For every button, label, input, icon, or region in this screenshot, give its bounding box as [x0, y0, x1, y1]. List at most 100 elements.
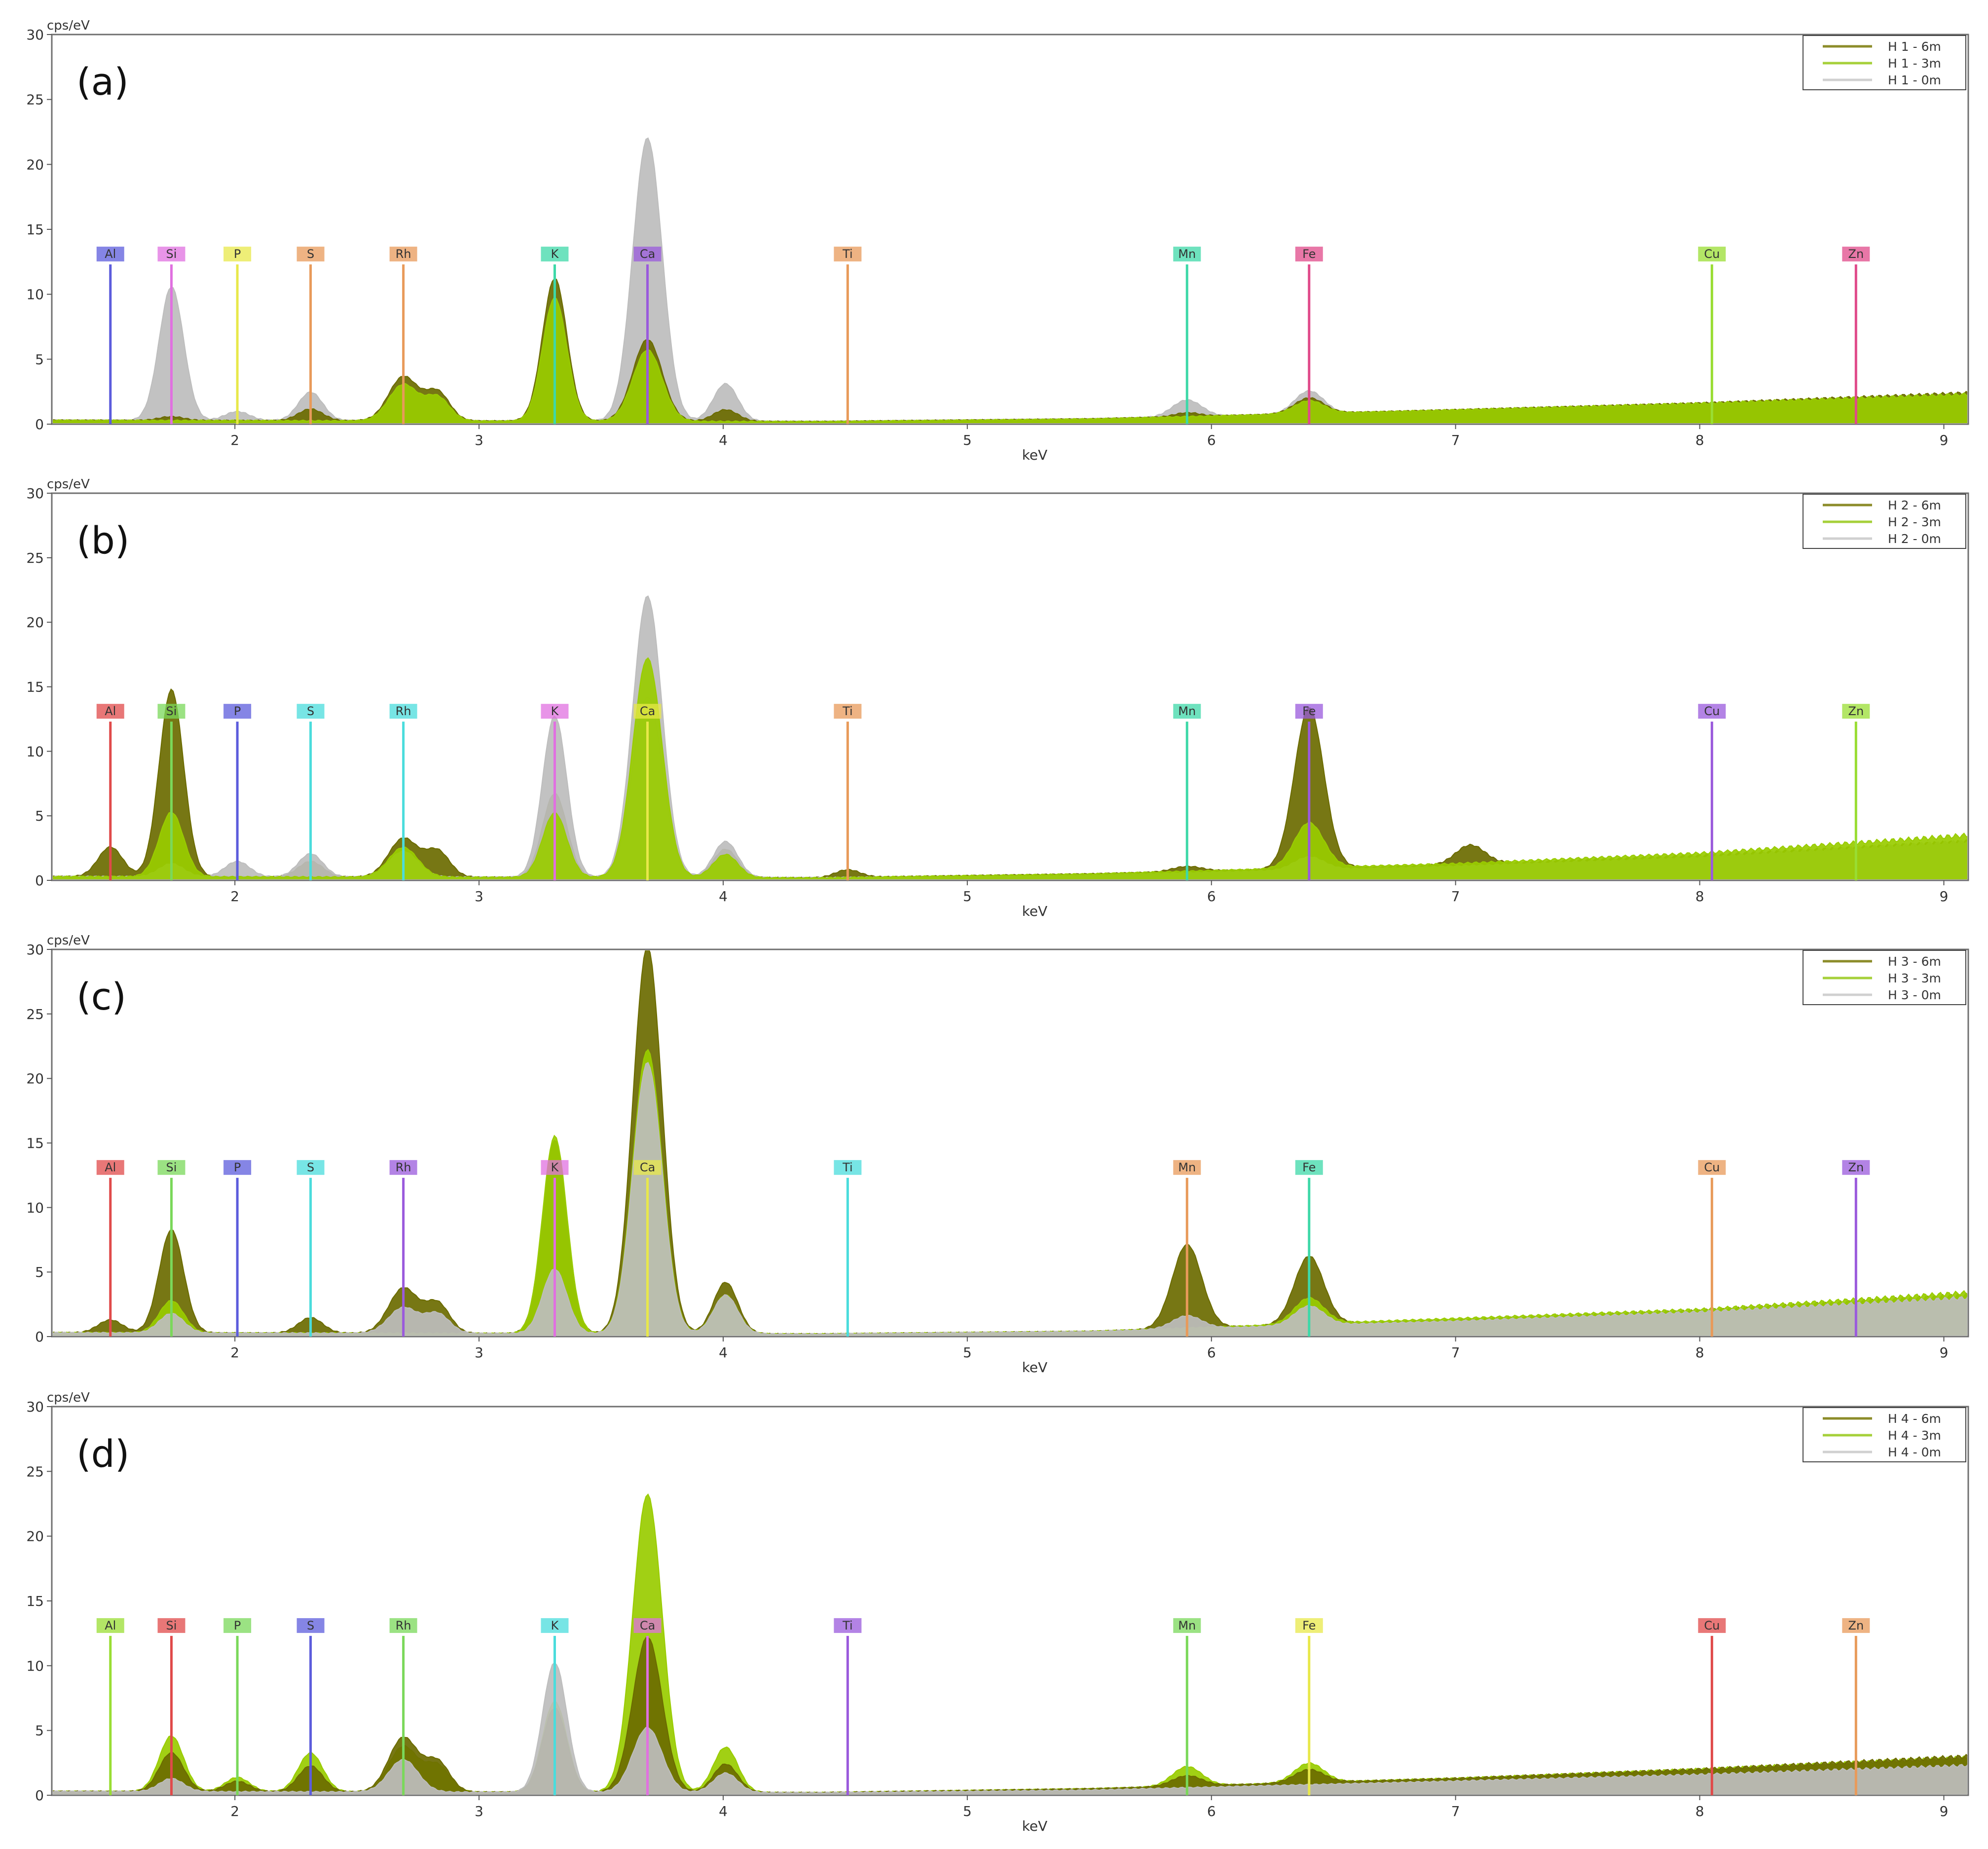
y-tick-label: 20 [26, 1528, 44, 1545]
element-marker-box-s [296, 1618, 325, 1633]
element-marker-label-ca: Ca [640, 704, 655, 718]
y-tick-label: 30 [26, 942, 44, 958]
y-tick-label: 30 [26, 27, 44, 43]
element-marker-label-ca: Ca [640, 1619, 655, 1632]
element-marker-label-si: Si [166, 1619, 177, 1632]
element-marker-box-zn [1842, 704, 1870, 719]
element-marker-label-p: P [234, 1619, 241, 1632]
element-marker-label-ca: Ca [640, 247, 655, 261]
element-marker-label-fe: Fe [1302, 1619, 1316, 1632]
x-tick-label: 7 [1451, 1344, 1460, 1361]
y-tick-label: 30 [26, 1399, 44, 1415]
element-marker-label-zn: Zn [1848, 247, 1864, 261]
legend-entry: H 4 - 0m [1888, 1445, 1941, 1459]
y-tick-label: 20 [26, 156, 44, 173]
element-marker-label-p: P [234, 1160, 241, 1174]
element-marker-box-zn [1842, 247, 1870, 262]
y-axis-label: cps/eV [47, 477, 90, 492]
element-marker-label-cu: Cu [1704, 704, 1720, 718]
legend-entry: H 1 - 0m [1888, 73, 1941, 87]
x-tick-label: 9 [1940, 432, 1949, 448]
legend-entry: H 4 - 6m [1888, 1412, 1941, 1426]
legend-entry: H 1 - 6m [1888, 39, 1941, 54]
series-line-h2-3m [53, 657, 1967, 879]
legend-entry: H 3 - 6m [1888, 954, 1941, 969]
element-marker-label-fe: Fe [1302, 247, 1316, 261]
element-marker-box-fe [1295, 704, 1323, 719]
x-tick-label: 6 [1207, 1344, 1216, 1361]
legend-entry: H 4 - 3m [1888, 1428, 1941, 1443]
element-marker-box-k [541, 704, 569, 719]
plot-area [53, 1493, 1967, 1794]
element-marker-label-rh: Rh [396, 1619, 411, 1632]
y-tick-label: 15 [26, 679, 44, 695]
element-marker-label-si: Si [166, 1160, 177, 1174]
y-tick-label: 20 [26, 1071, 44, 1087]
y-tick-label: 0 [35, 416, 44, 433]
element-marker-label-ti: Ti [842, 1160, 853, 1174]
element-marker-label-fe: Fe [1302, 704, 1316, 718]
element-marker-box-rh [389, 704, 417, 719]
legend: H 1 - 6m H 1 - 3m H 1 - 0m [1803, 35, 1966, 90]
x-tick-label: 7 [1451, 888, 1460, 905]
element-marker-box-k [541, 1160, 569, 1175]
plot-frame [51, 1406, 1969, 1796]
element-marker-label-s: S [307, 1160, 314, 1174]
element-marker-box-ca [633, 1618, 662, 1633]
element-marker-label-ca: Ca [640, 1160, 655, 1174]
element-marker-label-zn: Zn [1848, 704, 1864, 718]
element-marker-box-si [157, 247, 185, 262]
element-marker-label-al: Al [105, 704, 116, 718]
plot-frame [51, 492, 1969, 881]
legend-entry: H 3 - 0m [1888, 988, 1941, 1002]
element-marker-label-fe: Fe [1302, 1160, 1316, 1174]
element-marker-box-p [223, 247, 252, 262]
legend-entry: H 1 - 3m [1888, 56, 1941, 71]
series-area-h2-3m [53, 658, 1967, 879]
element-marker-box-s [296, 1160, 325, 1175]
element-marker-box-cu [1698, 704, 1726, 719]
element-marker-box-cu [1698, 247, 1726, 262]
panel-label: (b) [76, 518, 130, 562]
plot-frame [51, 34, 1969, 425]
element-marker-label-s: S [307, 1619, 314, 1632]
element-marker-label-mn: Mn [1178, 1619, 1196, 1632]
element-marker-box-fe [1295, 247, 1323, 262]
x-tick-label: 8 [1695, 432, 1704, 448]
element-marker-label-rh: Rh [396, 247, 411, 261]
y-tick-label: 0 [35, 872, 44, 889]
legend-entry: H 2 - 6m [1888, 498, 1941, 512]
y-tick-label: 0 [35, 1329, 44, 1345]
x-tick-label: 7 [1451, 432, 1460, 448]
y-axis-label: cps/eV [47, 18, 90, 33]
element-marker-label-k: K [551, 1160, 559, 1174]
x-tick-label: 7 [1451, 1803, 1460, 1819]
element-marker-label-ti: Ti [842, 704, 853, 718]
element-marker-box-cu [1698, 1618, 1726, 1633]
y-axis-label: cps/eV [47, 1390, 90, 1405]
spectrum-panel-b: 0 5 10 15 20 25 30 2 3 4 5 6 7 8 9 cps/eV keV Al Si P S Rh K Ca… [26, 477, 1969, 919]
element-marker-label-si: Si [166, 704, 177, 718]
x-tick-label: 2 [230, 888, 239, 905]
panel-label: (a) [76, 60, 129, 104]
element-marker-box-s [296, 247, 325, 262]
plot-area [53, 595, 1967, 879]
element-marker-label-al: Al [105, 1619, 116, 1632]
y-tick-label: 25 [26, 550, 44, 566]
spectrum-panel-a: 0 5 10 15 20 25 30 2 3 4 5 6 7 8 9 cps/eV keV Al Si P S Rh K Ca… [26, 18, 1969, 463]
element-marker-label-si: Si [166, 247, 177, 261]
y-tick-label: 5 [35, 1264, 44, 1280]
element-marker-box-rh [389, 247, 417, 262]
element-marker-box-fe [1295, 1160, 1323, 1175]
x-axis-label: keV [1022, 1818, 1048, 1834]
element-marker-box-p [223, 704, 252, 719]
panel-label: (d) [76, 1432, 130, 1476]
element-marker-label-k: K [551, 1619, 559, 1632]
element-marker-box-al [96, 1618, 124, 1633]
element-marker-box-ca [633, 1160, 662, 1175]
x-tick-label: 2 [230, 432, 239, 448]
x-tick-label: 9 [1940, 1344, 1949, 1361]
element-marker-label-s: S [307, 247, 314, 261]
y-tick-label: 5 [35, 351, 44, 367]
